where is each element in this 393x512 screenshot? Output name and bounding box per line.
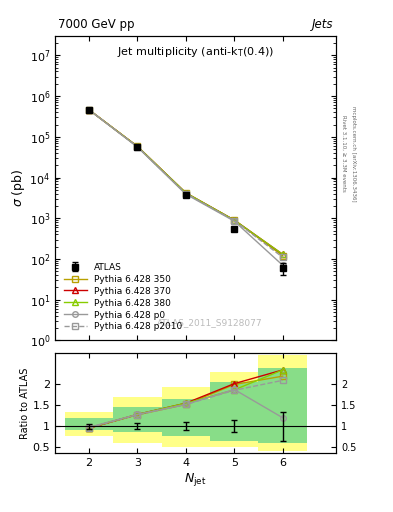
Pythia 6.428 380: [86, 106, 91, 113]
Pythia 6.428 p2010: [86, 106, 91, 113]
Pythia 6.428 p0: [232, 218, 237, 224]
Pythia 6.428 p0: [86, 106, 91, 113]
Legend: ATLAS, Pythia 6.428 350, Pythia 6.428 370, Pythia 6.428 380, Pythia 6.428 p0, Py: ATLAS, Pythia 6.428 350, Pythia 6.428 37…: [59, 259, 187, 336]
Pythia 6.428 380: [280, 251, 285, 258]
Text: mcplots.cern.ch [arXiv:1306.3436]: mcplots.cern.ch [arXiv:1306.3436]: [351, 106, 356, 201]
Pythia 6.428 350: [86, 106, 91, 113]
Pythia 6.428 380: [135, 143, 140, 150]
Pythia 6.428 p0: [135, 144, 140, 150]
Pythia 6.428 370: [135, 143, 140, 150]
Pythia 6.428 p2010: [135, 144, 140, 150]
Line: Pythia 6.428 380: Pythia 6.428 380: [86, 107, 285, 257]
Pythia 6.428 370: [232, 217, 237, 223]
Pythia 6.428 350: [184, 190, 188, 197]
Pythia 6.428 p2010: [280, 254, 285, 261]
Pythia 6.428 370: [86, 106, 91, 113]
Pythia 6.428 350: [232, 217, 237, 223]
Text: Jet multiplicity (anti-k$_{\rm T}$(0.4)): Jet multiplicity (anti-k$_{\rm T}$(0.4)): [117, 45, 274, 59]
Y-axis label: Ratio to ATLAS: Ratio to ATLAS: [20, 368, 30, 439]
Line: Pythia 6.428 350: Pythia 6.428 350: [86, 107, 285, 259]
Pythia 6.428 p0: [184, 191, 188, 197]
Pythia 6.428 p0: [280, 262, 285, 268]
Text: Jets: Jets: [312, 18, 333, 31]
Pythia 6.428 350: [135, 143, 140, 150]
Pythia 6.428 380: [232, 217, 237, 223]
Line: Pythia 6.428 370: Pythia 6.428 370: [86, 107, 285, 257]
Pythia 6.428 350: [280, 253, 285, 259]
X-axis label: $N_{\rm jet}$: $N_{\rm jet}$: [184, 471, 207, 488]
Pythia 6.428 p2010: [184, 190, 188, 197]
Line: Pythia 6.428 p0: Pythia 6.428 p0: [86, 107, 285, 268]
Pythia 6.428 p2010: [232, 218, 237, 224]
Y-axis label: $\sigma$ (pb): $\sigma$ (pb): [9, 169, 27, 207]
Pythia 6.428 380: [184, 190, 188, 196]
Pythia 6.428 370: [280, 251, 285, 258]
Text: ATLAS_2011_S9128077: ATLAS_2011_S9128077: [157, 318, 263, 327]
Text: Rivet 3.1.10, ≥ 3.3M events: Rivet 3.1.10, ≥ 3.3M events: [342, 115, 346, 192]
Pythia 6.428 370: [184, 190, 188, 196]
Text: 7000 GeV pp: 7000 GeV pp: [58, 18, 134, 31]
Line: Pythia 6.428 p2010: Pythia 6.428 p2010: [86, 107, 285, 260]
